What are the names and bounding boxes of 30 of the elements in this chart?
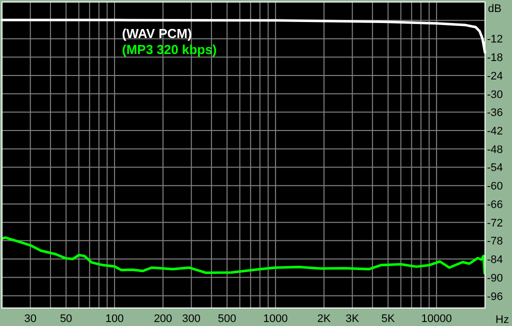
y-tick-label: -18 <box>487 52 503 64</box>
x-tick-label: 200 <box>154 313 172 325</box>
text: (MP3 320 kbps) <box>122 42 217 57</box>
x-tick-label: 100 <box>105 313 124 325</box>
y-tick-label: -66 <box>487 198 503 211</box>
x-tick-label: 2K <box>317 313 332 325</box>
x-tick-label: 30 <box>24 313 36 325</box>
x-tick-label: 3K <box>346 313 360 325</box>
y-tick-label: -48 <box>487 144 503 156</box>
x-tick-label: 300 <box>182 313 201 325</box>
y-tick-label: -84 <box>487 254 503 266</box>
x-tick-label: 5K <box>381 313 396 325</box>
y-tick-label: -90 <box>487 272 503 284</box>
x-tick-label: 500 <box>218 313 236 325</box>
y-tick-label: -24 <box>487 70 503 82</box>
x-tick-label: 50 <box>60 313 72 325</box>
y-tick-label: -54 <box>487 162 503 174</box>
x-tick-label: 1000 <box>263 313 288 325</box>
y-tick-label: -96 <box>487 290 503 303</box>
series-label: (WAV PCM) <box>122 26 192 41</box>
y-tick-label: -60 <box>487 180 503 193</box>
y-tick-label: -36 <box>487 107 503 120</box>
y-tick-label: -12 <box>487 34 503 46</box>
y-tick-label: -30 <box>487 88 503 101</box>
x-tick-label: 10000 <box>421 313 452 325</box>
y-tick-label: -78 <box>487 236 503 248</box>
y-tick-label: -42 <box>487 126 503 138</box>
y-axis-title: dB <box>488 3 502 15</box>
x-axis-title: Hz <box>496 314 509 326</box>
y-tick-label: -72 <box>487 217 503 230</box>
